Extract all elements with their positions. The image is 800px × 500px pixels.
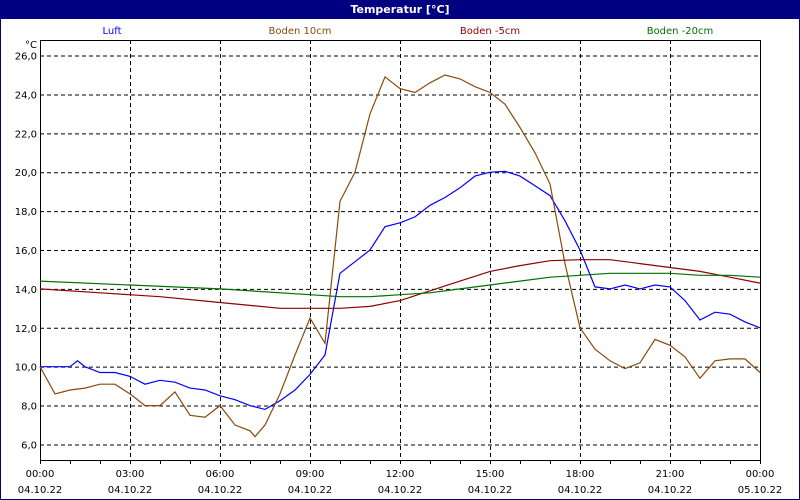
series-line-luft	[40, 170, 761, 411]
y-axis-label: °C	[25, 40, 37, 51]
y-tick-label: 26,0	[15, 52, 37, 63]
y-tick-label: 24,0	[15, 90, 37, 101]
y-tick-label: 18,0	[15, 207, 37, 218]
y-tick-label: 6,0	[21, 440, 37, 451]
y-tick-label: 8,0	[21, 402, 37, 413]
x-tick-date: 04.10.22	[378, 485, 423, 496]
legend-boden-10cm: Boden 10cm	[269, 26, 332, 37]
x-tick-date: 04.10.22	[468, 485, 513, 496]
x-tick-time: 15:00	[476, 469, 505, 480]
x-tick-date: 05.10.22	[738, 485, 783, 496]
x-tick-time: 12:00	[386, 469, 415, 480]
series-line-boden-5cm	[39, 259, 761, 309]
x-tick-time: 03:00	[116, 469, 145, 480]
x-tick-date: 04.10.22	[18, 485, 63, 496]
window-title: Temperatur [°C]	[1, 1, 799, 19]
x-tick-time: 06:00	[206, 469, 235, 480]
x-tick-date: 04.10.22	[558, 485, 603, 496]
x-tick-date: 04.10.22	[648, 485, 693, 496]
x-tick-time: 00:00	[26, 469, 55, 480]
y-tick-label: 16,0	[15, 246, 37, 257]
x-tick-time: 21:00	[656, 469, 685, 480]
y-tick-label: 14,0	[15, 285, 37, 296]
x-tick-time: 00:00	[746, 469, 775, 480]
x-tick-time: 18:00	[566, 469, 595, 480]
y-tick-label: 20,0	[15, 168, 37, 179]
x-tick-date: 04.10.22	[198, 485, 243, 496]
y-tick-label: 12,0	[15, 324, 37, 335]
y-tick-label: 22,0	[15, 129, 37, 140]
x-tick-date: 04.10.22	[288, 485, 333, 496]
legend-luft: Luft	[103, 26, 122, 37]
x-tick-time: 09:00	[296, 469, 325, 480]
y-tick-label: 10,0	[15, 363, 37, 374]
series-line-boden-10cm	[39, 74, 761, 438]
legend-boden-20cm: Boden -20cm	[647, 26, 714, 37]
series-line-boden-20cm	[39, 272, 761, 298]
legend-boden-5cm: Boden -5cm	[460, 26, 520, 37]
x-tick-date: 04.10.22	[108, 485, 153, 496]
